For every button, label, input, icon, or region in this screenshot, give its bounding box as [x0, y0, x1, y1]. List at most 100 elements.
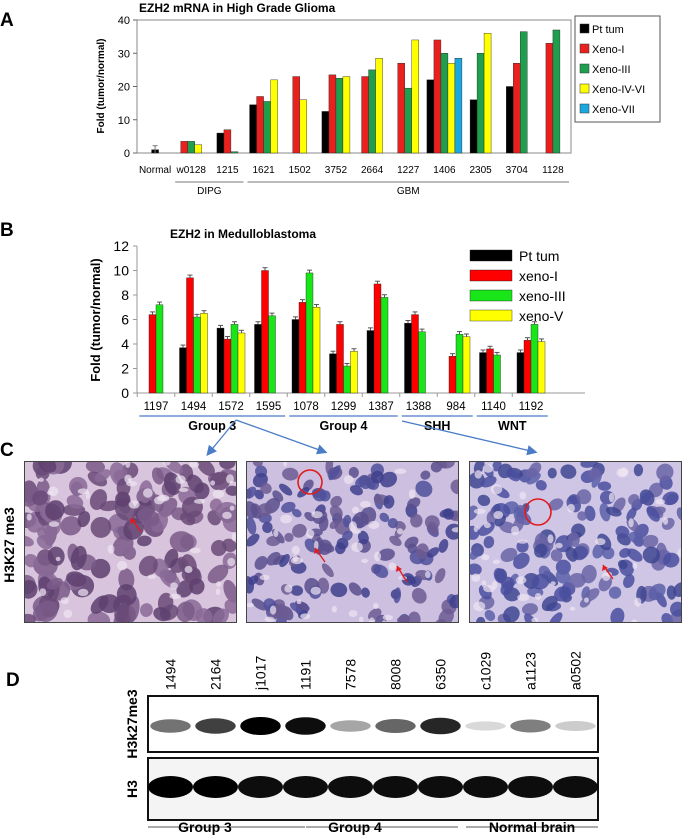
- cytoplasm-spot: [595, 538, 606, 546]
- nucleus: [617, 559, 628, 570]
- cytoplasm-spot: [175, 475, 186, 484]
- nucleus: [247, 576, 254, 594]
- cytoplasm-spot: [189, 547, 201, 554]
- nucleus: [163, 462, 184, 474]
- bar-b-xeno-v: [237, 332, 246, 394]
- micrograph-group-3: [24, 461, 237, 623]
- legend-label-a: Xeno-I: [592, 44, 624, 56]
- legend-label-a: Pt tum: [592, 24, 624, 36]
- nucleus: [554, 586, 570, 602]
- red-arrow-head: [396, 566, 402, 572]
- nucleus: [642, 534, 659, 549]
- group-label-d: Group 4: [328, 819, 382, 835]
- cytoplasm-spot: [555, 542, 563, 549]
- cytoplasm-spot: [170, 582, 178, 590]
- lane-label: 1191: [298, 660, 314, 690]
- cytoplasm-spot: [229, 505, 235, 511]
- nucleus: [137, 535, 152, 547]
- xtick-label-b: 1140: [481, 401, 506, 413]
- cytoplasm-spot: [77, 588, 89, 597]
- nucleus: [407, 497, 421, 509]
- chart-b-ezh2-medulloblastoma: EZH2 in Medulloblastoma Fold (tumor/norma…: [88, 227, 585, 433]
- panel-c-ylabel: H3K27 me3: [1, 507, 17, 583]
- nucleus: [328, 465, 341, 481]
- cytoplasm-spot: [283, 462, 288, 467]
- cytoplasm-spot: [632, 562, 638, 570]
- cytoplasm-spot: [381, 620, 387, 622]
- nucleus: [411, 587, 427, 604]
- nucleus: [87, 611, 111, 622]
- cytoplasm-spot: [361, 558, 369, 564]
- bar-a-xeno-iv-vi: [342, 76, 351, 154]
- cytoplasm-spot: [178, 487, 189, 493]
- cytoplasm-spot: [55, 556, 61, 562]
- cytoplasm-spot: [677, 548, 681, 558]
- nucleus: [47, 546, 65, 566]
- nucleus: [99, 500, 120, 512]
- nucleus: [117, 602, 129, 622]
- nucleus: [676, 507, 681, 521]
- nucleus: [648, 583, 666, 601]
- nucleus: [342, 530, 353, 542]
- nucleus: [439, 509, 452, 518]
- nucleus: [348, 466, 359, 479]
- cytoplasm-spot: [490, 484, 503, 495]
- nucleus: [247, 501, 258, 519]
- band-h3k27me3: [465, 721, 506, 731]
- nucleus: [670, 601, 681, 617]
- ytick-label-b: 6: [121, 312, 129, 328]
- cytoplasm-spot: [348, 521, 357, 532]
- lane-label: j1017: [253, 656, 269, 691]
- nucleus: [626, 548, 643, 562]
- cytoplasm-spot: [608, 492, 615, 503]
- cytoplasm-spot: [162, 462, 171, 466]
- cytoplasm-spot: [519, 491, 527, 500]
- xtick-label-a: w0128: [176, 165, 207, 176]
- xtick-label-a: 3752: [325, 165, 348, 176]
- micrograph-shh: [469, 461, 682, 623]
- group-label-d: Group 3: [178, 819, 232, 835]
- nucleus: [247, 486, 257, 499]
- nucleus: [642, 546, 661, 564]
- cytoplasm-spot: [634, 597, 642, 607]
- band-h3k27me3: [150, 719, 191, 733]
- group-label-a: DIPG: [197, 186, 222, 197]
- cytoplasm-spot: [291, 545, 300, 555]
- cytoplasm-spot: [473, 525, 479, 533]
- cytoplasm-spot: [284, 584, 293, 593]
- nucleus: [289, 602, 304, 613]
- nucleus: [90, 516, 112, 538]
- ytick-label-b: 2: [121, 361, 129, 377]
- nucleus: [330, 582, 348, 598]
- band-h3k27me3: [555, 721, 596, 731]
- nucleus: [292, 523, 307, 538]
- bar-a-xeno-iv-vi: [483, 33, 492, 154]
- legend-label-a: Xeno-III: [592, 64, 631, 76]
- nucleus: [115, 491, 131, 507]
- nucleus: [281, 501, 296, 513]
- cytoplasm-spot: [143, 488, 153, 498]
- cytoplasm-spot: [273, 529, 279, 538]
- cytoplasm-spot: [107, 544, 115, 554]
- nucleus: [77, 511, 91, 528]
- cytoplasm-spot: [157, 494, 170, 502]
- nucleus: [597, 481, 612, 491]
- xtick-label-a: 1621: [252, 165, 275, 176]
- nucleus: [500, 581, 514, 596]
- nucleus: [476, 616, 486, 622]
- nucleus: [290, 585, 304, 596]
- nucleus: [396, 615, 411, 622]
- ytick-label-b: 0: [121, 385, 129, 401]
- nucleus: [355, 475, 370, 488]
- cytoplasm-spot: [26, 513, 32, 521]
- nucleus: [513, 552, 530, 570]
- nucleus: [449, 594, 458, 609]
- nucleus: [492, 462, 502, 472]
- cytoplasm-spot: [264, 616, 275, 622]
- nucleus: [550, 549, 563, 562]
- cytoplasm-spot: [618, 467, 629, 477]
- bar-a-xeno-iii: [230, 151, 239, 154]
- nucleus: [548, 498, 564, 511]
- nucleus: [555, 569, 571, 584]
- nucleus: [379, 471, 398, 488]
